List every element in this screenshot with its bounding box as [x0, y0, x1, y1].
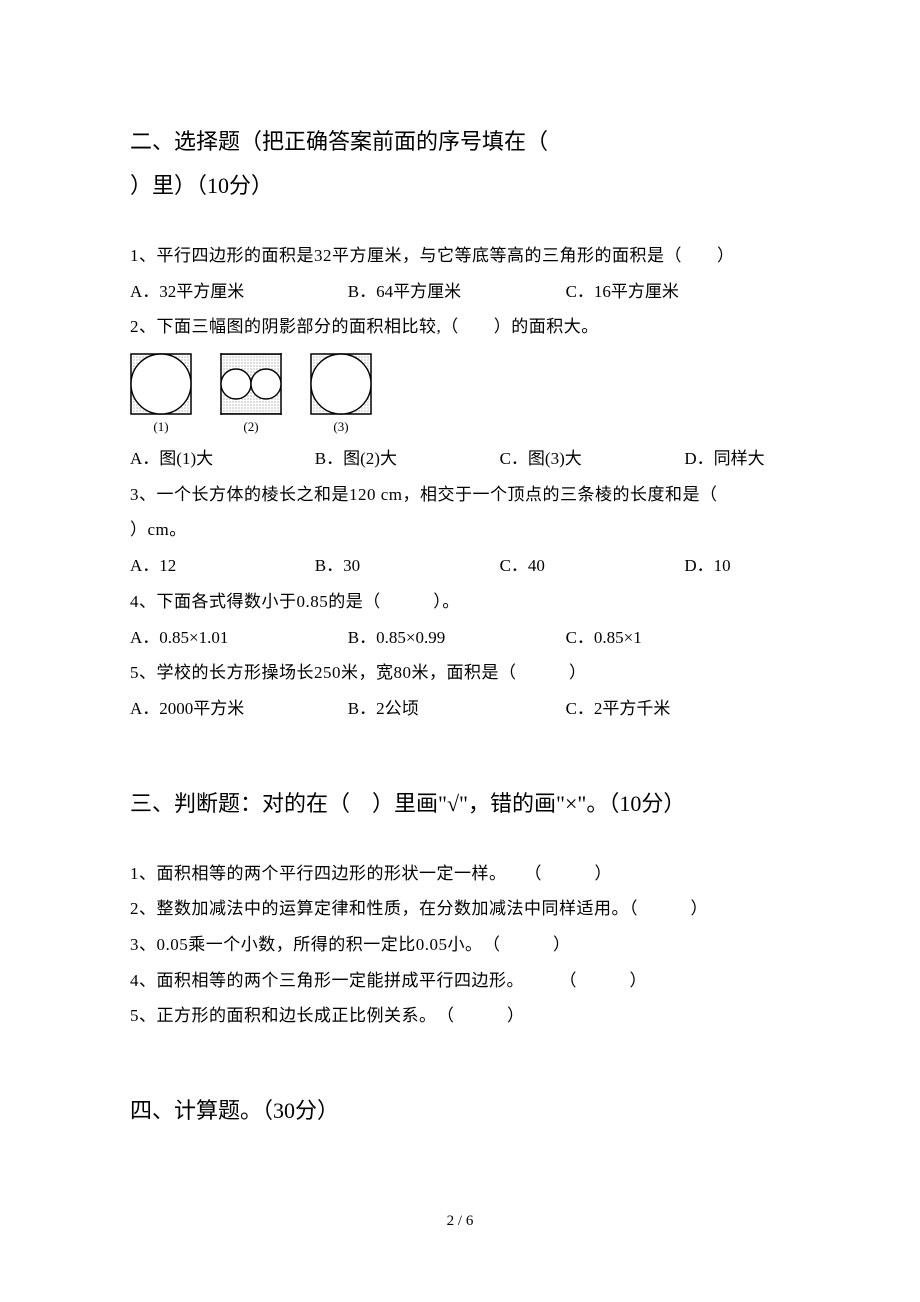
fig-1-svg [130, 353, 192, 415]
question-5: 5、学校的长方形操场长250米，宽80米，面积是（ ） A．2000平方米 B．… [130, 655, 790, 726]
q1-text: 1、平行四边形的面积是32平方厘米，与它等底等高的三角形的面积是（ ） [130, 238, 790, 274]
q2-opt-c: C．图(3)大 [500, 441, 685, 477]
q3-opt-b: B．30 [315, 548, 500, 584]
q3-opt-a: A．12 [130, 548, 315, 584]
q2-fig1-caption: (1) [153, 419, 168, 435]
page-footer: 2 / 6 [130, 1213, 790, 1230]
s3-item-1: 1、面积相等的两个平行四边形的形状一定一样。 （ ） [130, 856, 790, 892]
q2-fig-1: (1) [130, 353, 192, 435]
section-2-heading: 二、选择题（把正确答案前面的序号填在（ ）里）（10分） [130, 120, 790, 208]
q4-opt-b: B．0.85×0.99 [348, 620, 566, 656]
section-4-heading: 四、计算题。（30分） [130, 1089, 790, 1133]
question-2: 2、下面三幅图的阴影部分的面积相比较,（ ）的面积大。 (1) [130, 309, 790, 476]
question-4: 4、下面各式得数小于0.85的是（ ）。 A．0.85×1.01 B．0.85×… [130, 584, 790, 655]
q3-opt-d: D．10 [684, 548, 790, 584]
q2-opt-b: B．图(2)大 [315, 441, 500, 477]
q5-text: 5、学校的长方形操场长250米，宽80米，面积是（ ） [130, 655, 790, 691]
s3-item-4: 4、面积相等的两个三角形一定能拼成平行四边形。 （ ） [130, 963, 790, 999]
q5-options: A．2000平方米 B．2公顷 C．2平方千米 [130, 691, 790, 727]
q5-opt-a: A．2000平方米 [130, 691, 348, 727]
q5-opt-b: B．2公顷 [348, 691, 566, 727]
s3-item-5: 5、正方形的面积和边长成正比例关系。 （ ） [130, 998, 790, 1034]
q1-opt-c: C．16平方厘米 [566, 274, 784, 310]
q5-opt-c: C．2平方千米 [566, 691, 784, 727]
q2-options: A．图(1)大 B．图(2)大 C．图(3)大 D．同样大 [130, 441, 790, 477]
section-3-items: 1、面积相等的两个平行四边形的形状一定一样。 （ ） 2、整数加减法中的运算定律… [130, 856, 790, 1034]
section-3-heading: 三、判断题：对的在（ ）里画"√"，错的画"×"。（10分） [130, 782, 790, 826]
q2-opt-d: D．同样大 [684, 441, 790, 477]
q3-text-l2: ）cm。 [130, 512, 790, 548]
q2-fig3-caption: (3) [333, 419, 348, 435]
q2-opt-a: A．图(1)大 [130, 441, 315, 477]
q2-fig2-caption: (2) [243, 419, 258, 435]
q1-options: A．32平方厘米 B．64平方厘米 C．16平方厘米 [130, 274, 790, 310]
q4-opt-a: A．0.85×1.01 [130, 620, 348, 656]
q3-opt-c: C．40 [500, 548, 685, 584]
q2-text: 2、下面三幅图的阴影部分的面积相比较,（ ）的面积大。 [130, 309, 790, 345]
fig-2-svg [220, 353, 282, 415]
q1-opt-a: A．32平方厘米 [130, 274, 348, 310]
q4-text: 4、下面各式得数小于0.85的是（ ）。 [130, 584, 790, 620]
q3-options: A．12 B．30 C．40 D．10 [130, 548, 790, 584]
question-3: 3、一个长方体的棱长之和是120 cm，相交于一个顶点的三条棱的长度和是（ ）c… [130, 477, 790, 584]
section-2-heading-line2: ）里）（10分） [130, 164, 790, 208]
q2-figures: (1) (2) [130, 353, 790, 435]
s3-item-2: 2、整数加减法中的运算定律和性质，在分数加减法中同样适用。（ ） [130, 891, 790, 927]
question-1: 1、平行四边形的面积是32平方厘米，与它等底等高的三角形的面积是（ ） A．32… [130, 238, 790, 309]
q3-text-l1: 3、一个长方体的棱长之和是120 cm，相交于一个顶点的三条棱的长度和是（ [130, 477, 790, 513]
q2-fig-3: (3) [310, 353, 372, 435]
s3-item-3: 3、0.05乘一个小数，所得的积一定比0.05小。 （ ） [130, 927, 790, 963]
fig-3-svg [310, 353, 372, 415]
q2-fig-2: (2) [220, 353, 282, 435]
q4-opt-c: C．0.85×1 [566, 620, 784, 656]
q1-opt-b: B．64平方厘米 [348, 274, 566, 310]
q4-options: A．0.85×1.01 B．0.85×0.99 C．0.85×1 [130, 620, 790, 656]
section-2-heading-line1: 二、选择题（把正确答案前面的序号填在（ [130, 120, 790, 164]
